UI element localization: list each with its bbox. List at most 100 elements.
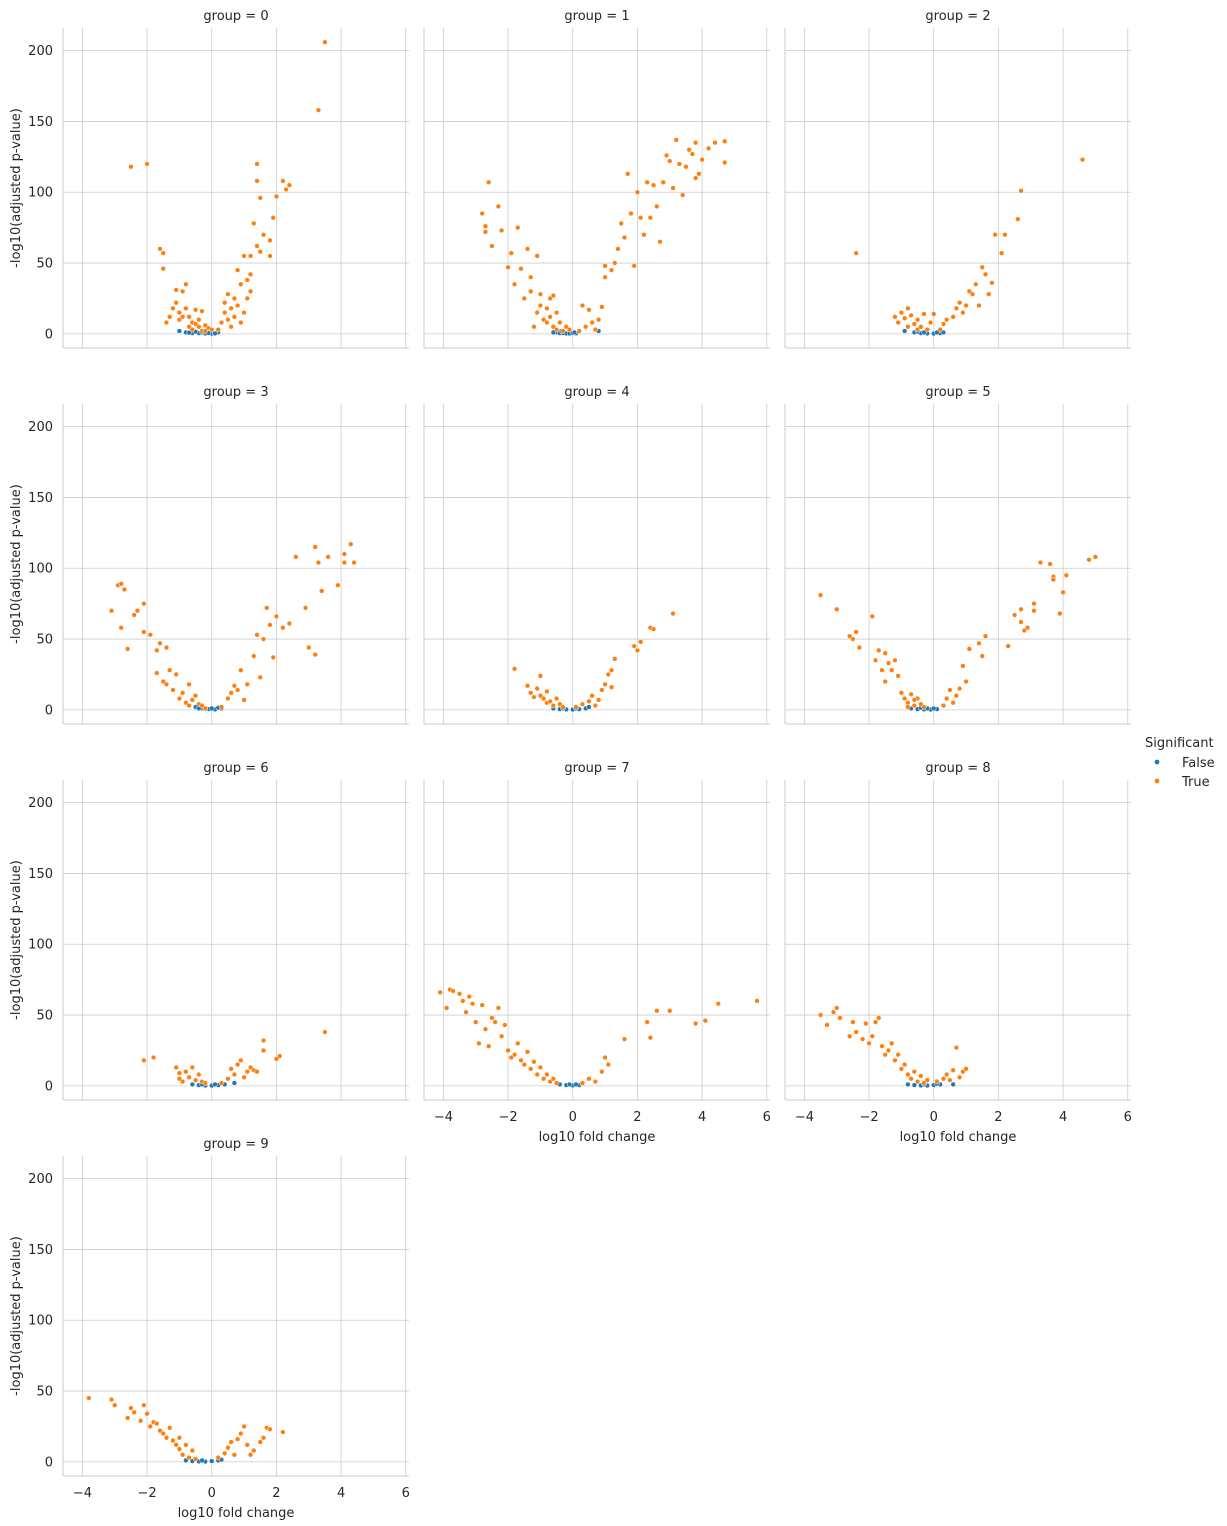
point-significant: [960, 309, 966, 316]
point-significant: [586, 307, 592, 313]
point-significant: [186, 314, 192, 320]
point-significant: [280, 178, 286, 184]
legend-marker-false: [1154, 759, 1160, 765]
point-significant: [953, 305, 960, 312]
x-tick-label: 0: [569, 1110, 577, 1125]
point-significant: [511, 1052, 518, 1058]
point-significant: [1011, 612, 1018, 618]
point-significant: [495, 1005, 502, 1011]
point-significant: [621, 1036, 628, 1042]
point-significant: [892, 314, 898, 320]
point-significant: [612, 260, 618, 266]
point-significant: [850, 1019, 856, 1025]
point-significant: [863, 1020, 869, 1027]
point-significant: [921, 311, 927, 317]
point-significant: [599, 304, 605, 310]
point-significant: [557, 319, 563, 326]
point-significant: [160, 1430, 166, 1437]
point-not-significant: [209, 1458, 215, 1464]
point-significant: [251, 220, 257, 227]
point-significant: [137, 1418, 144, 1424]
point-significant: [722, 138, 728, 144]
point-significant: [247, 271, 254, 278]
point-significant: [905, 704, 911, 710]
point-significant: [834, 606, 840, 612]
point-not-significant: [911, 1082, 917, 1088]
point-not-significant: [176, 328, 183, 334]
point-significant: [315, 559, 322, 566]
point-significant: [537, 1064, 544, 1071]
point-significant: [911, 702, 917, 709]
point-significant: [325, 554, 331, 560]
point-significant: [238, 319, 244, 326]
point-significant: [918, 324, 924, 330]
y-tick-label: 0: [45, 1079, 53, 1094]
point-not-significant: [199, 1457, 205, 1464]
facet-panel-group-6: group = 6 0 50 100 150 200 -log10(adjusted p-v…: [9, 761, 409, 1101]
point-significant: [238, 281, 244, 287]
point-significant: [482, 1026, 489, 1032]
point-significant: [312, 651, 318, 658]
point-significant: [650, 626, 657, 632]
point-significant: [179, 1452, 186, 1458]
point-significant: [898, 309, 905, 316]
point-significant: [702, 1018, 708, 1024]
point-significant: [244, 295, 250, 302]
point-significant: [608, 267, 615, 273]
point-significant: [889, 1040, 895, 1047]
point-significant: [1005, 643, 1011, 649]
facet-panel-group-9: group = 9 0 50 100 150 200 -log10(adjusted p-v…: [9, 1137, 410, 1521]
x-tick-label: 6: [1124, 1110, 1132, 1125]
point-significant: [112, 1402, 118, 1408]
point-significant: [1057, 610, 1063, 617]
point-significant: [692, 1020, 699, 1027]
point-significant: [147, 1423, 153, 1430]
point-significant: [267, 1426, 273, 1432]
point-significant: [173, 1442, 179, 1448]
point-significant: [244, 1069, 250, 1075]
point-significant: [192, 1077, 199, 1083]
point-significant: [167, 314, 173, 320]
point-significant: [689, 151, 696, 157]
point-significant: [176, 695, 183, 702]
point-significant: [225, 1445, 231, 1451]
point-significant: [869, 1033, 875, 1039]
y-tick-label: 100: [28, 562, 53, 577]
point-significant: [963, 1066, 969, 1072]
y-tick-label: 50: [36, 257, 53, 272]
point-significant: [1047, 561, 1053, 567]
point-significant: [209, 326, 215, 333]
y-tick-label: 0: [45, 1455, 53, 1470]
facet-panel-group-8: group = 8 −4 −2 0 2 4 6 log10 fold change: [784, 761, 1132, 1145]
x-tick-label: 0: [208, 1486, 216, 1501]
point-significant: [315, 107, 322, 113]
point-significant: [128, 164, 134, 170]
point-significant: [189, 1447, 195, 1454]
point-significant: [1031, 608, 1037, 614]
y-tick-label: 100: [28, 1314, 53, 1329]
point-significant: [125, 1415, 131, 1421]
point-significant: [528, 288, 534, 295]
point-significant: [241, 1074, 247, 1080]
point-significant: [853, 250, 859, 256]
point-significant: [1063, 572, 1069, 578]
point-not-significant: [231, 1080, 238, 1086]
point-significant: [518, 1057, 524, 1064]
point-significant: [937, 326, 943, 333]
point-significant: [254, 178, 260, 184]
point-significant: [927, 319, 934, 326]
point-significant: [511, 666, 518, 672]
point-significant: [247, 288, 254, 295]
point-significant: [583, 324, 589, 330]
point-significant: [921, 704, 927, 710]
y-tick-label: 100: [28, 186, 53, 201]
point-significant: [108, 608, 115, 614]
point-significant: [228, 1066, 234, 1072]
point-significant: [251, 1447, 257, 1454]
point-significant: [544, 319, 550, 326]
point-significant: [167, 667, 173, 673]
point-significant: [830, 1009, 837, 1015]
point-significant: [186, 681, 192, 688]
point-significant: [650, 182, 657, 188]
facet-panel-group-4: group = 4: [423, 385, 770, 725]
